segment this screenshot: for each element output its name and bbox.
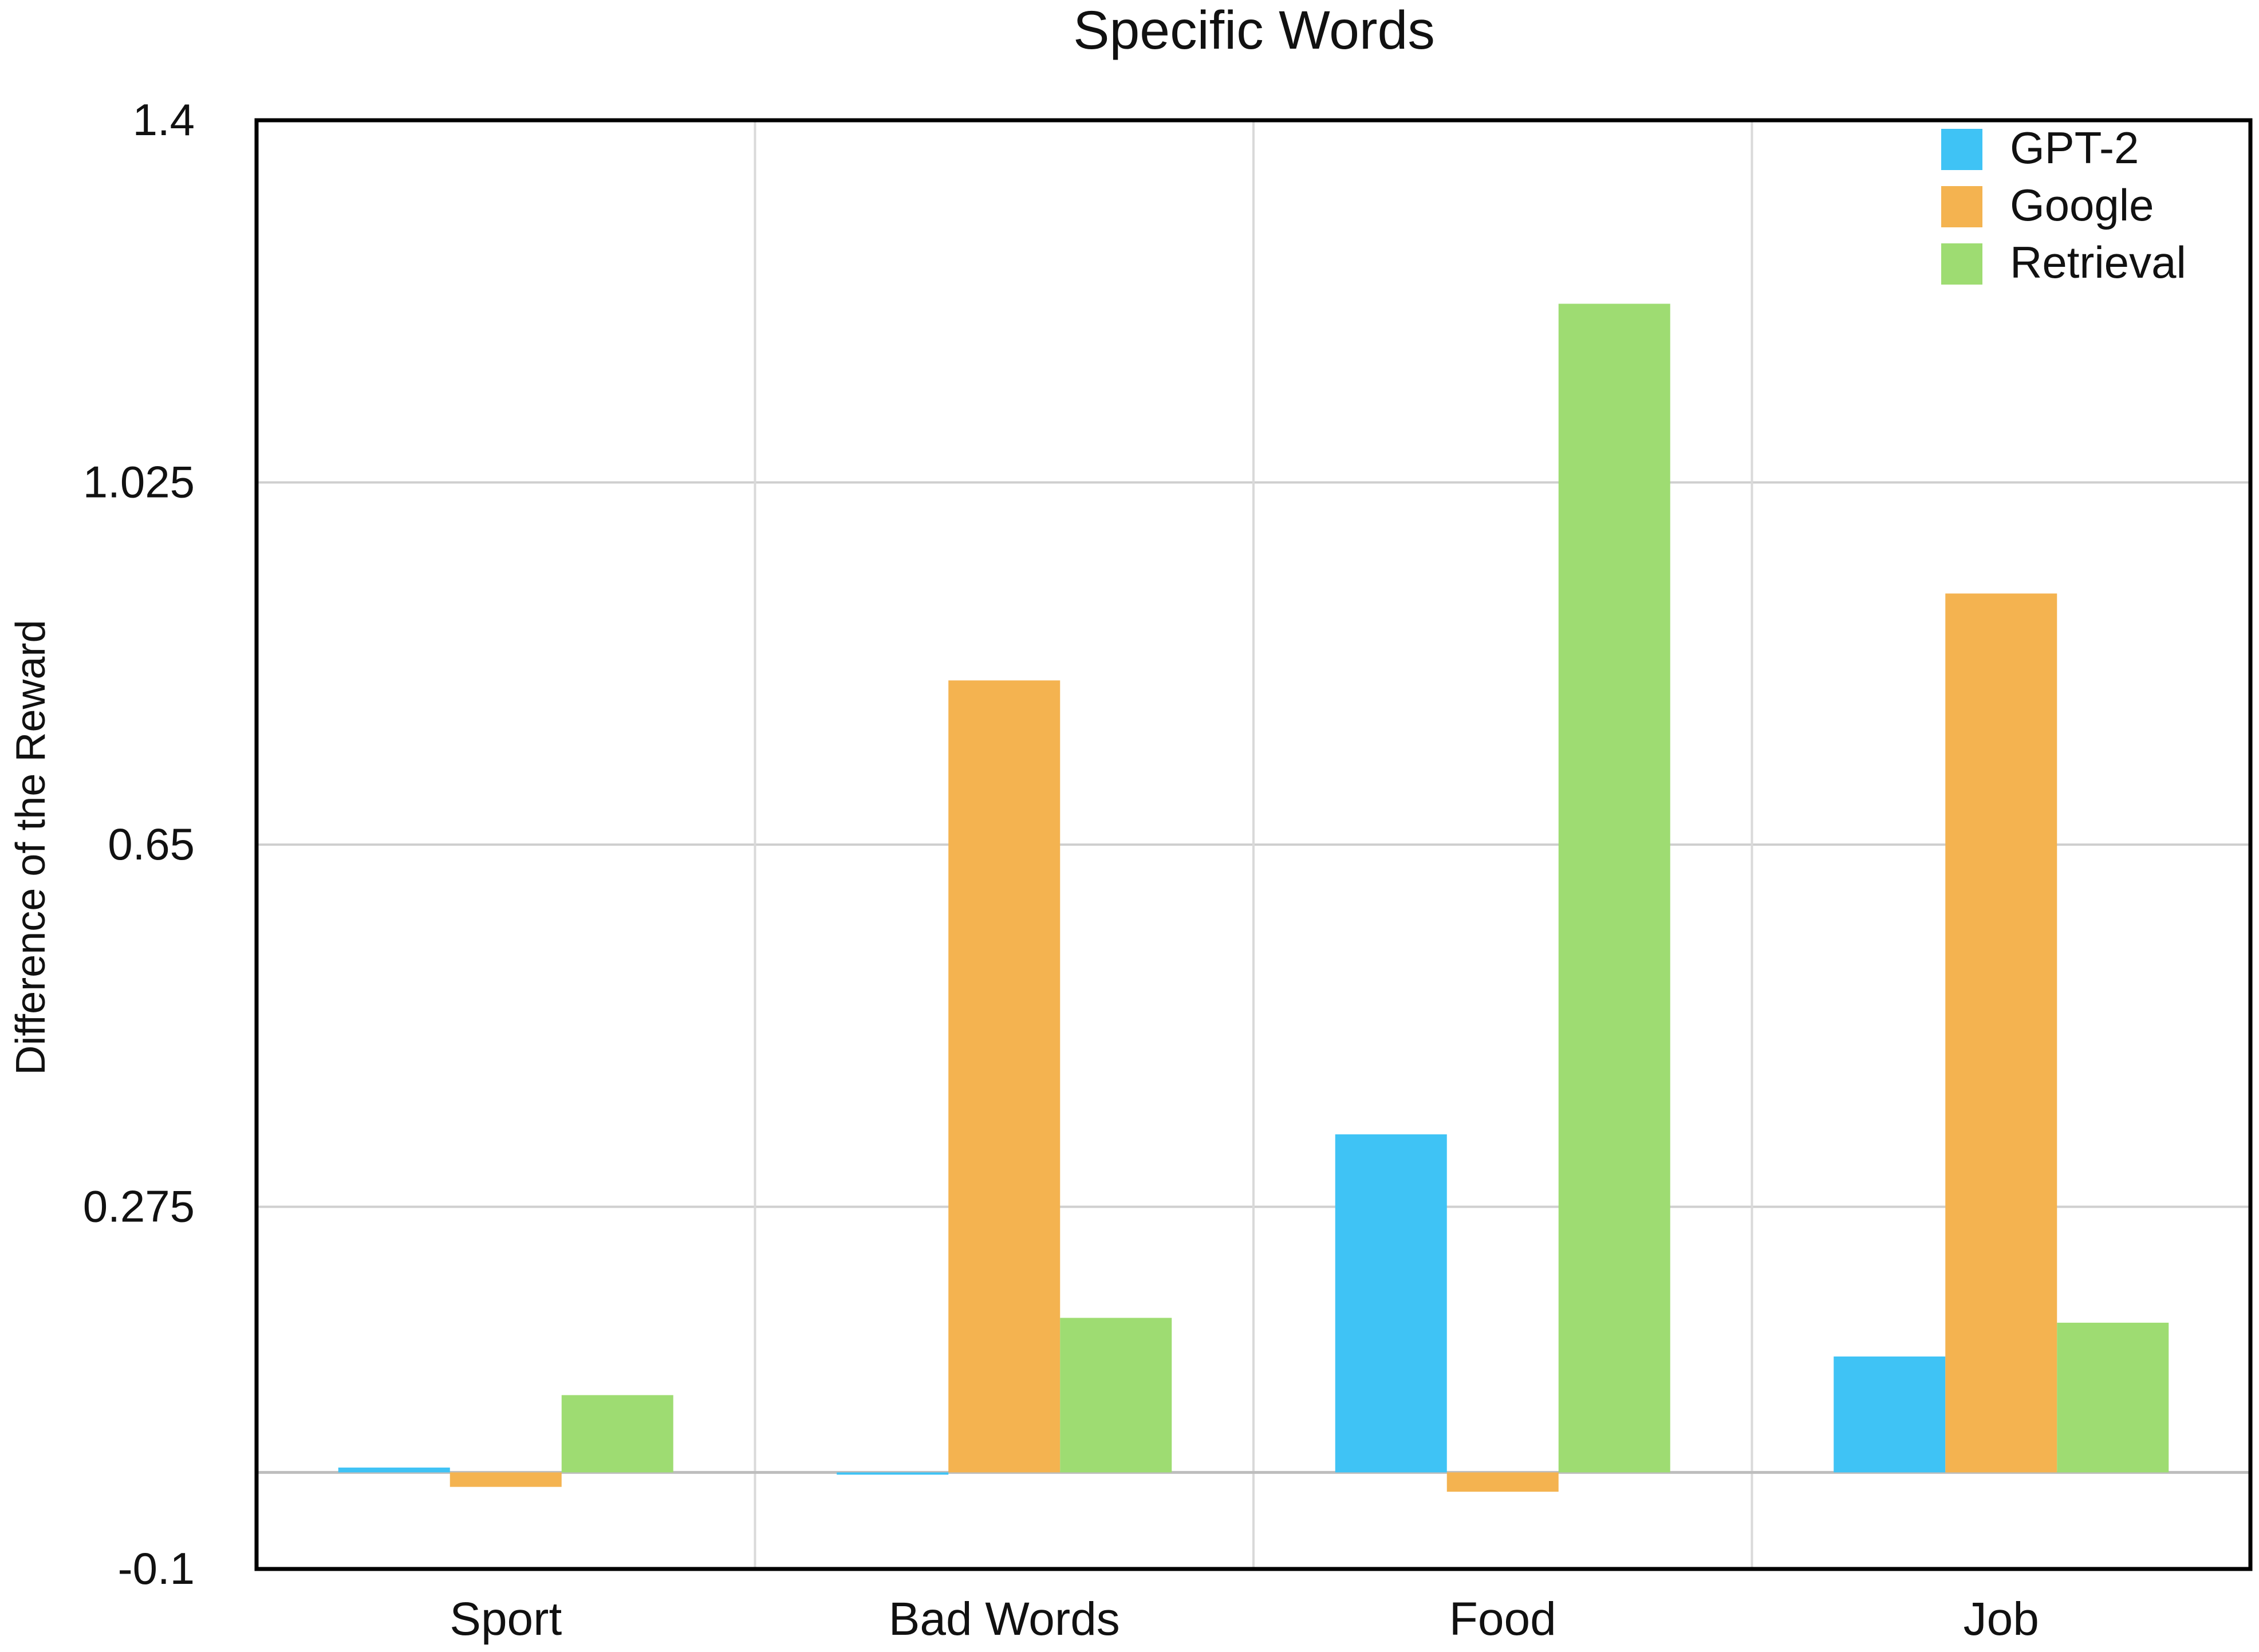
bar-gpt-2-food [1335, 1134, 1447, 1473]
bar-retrieval-sport [561, 1395, 673, 1473]
bar-google-sport [450, 1472, 562, 1487]
x-tick-label: Bad Words [889, 1593, 1120, 1645]
legend-swatch [1941, 129, 1982, 170]
bar-google-food [1446, 1472, 1559, 1492]
bar-gpt-2-bad-words [837, 1472, 949, 1475]
chart-title: Specific Words [1073, 0, 1435, 61]
x-tick-label: Food [1449, 1593, 1556, 1645]
y-axis-label: Difference of the Reward [8, 620, 54, 1075]
y-tick-label: 0.275 [83, 1181, 195, 1232]
bar-retrieval-job [2057, 1322, 2169, 1473]
y-tick-label: -0.1 [118, 1543, 195, 1594]
y-tick-label: 1.025 [83, 457, 195, 507]
legend-swatch [1941, 243, 1982, 285]
bar-gpt-2-job [1834, 1356, 1946, 1473]
y-tick-label: 1.4 [133, 94, 195, 145]
legend: GPT-2 Google Retrieval [1941, 123, 2186, 287]
bar-retrieval-bad-words [1060, 1318, 1172, 1473]
bar-gpt-2-sport [338, 1467, 450, 1473]
legend-label: GPT-2 [2010, 123, 2139, 173]
axes: 1.4 1.025 0.65 0.275 -0.1 Sport Bad Words Food J… [83, 94, 2253, 1645]
legend-label: Google [2010, 180, 2154, 230]
bar-google-job [1945, 593, 2057, 1473]
bar-retrieval-food [1558, 303, 1670, 1473]
bar-google-bad-words [948, 680, 1060, 1473]
y-tick-label: 0.65 [108, 819, 195, 869]
plot-frame [254, 118, 2253, 1571]
x-tick-label: Sport [450, 1593, 562, 1645]
bars [338, 303, 2169, 1492]
x-tick-label: Job [1964, 1593, 2039, 1645]
legend-swatch [1941, 186, 1982, 227]
legend-label: Retrieval [2010, 237, 2186, 287]
